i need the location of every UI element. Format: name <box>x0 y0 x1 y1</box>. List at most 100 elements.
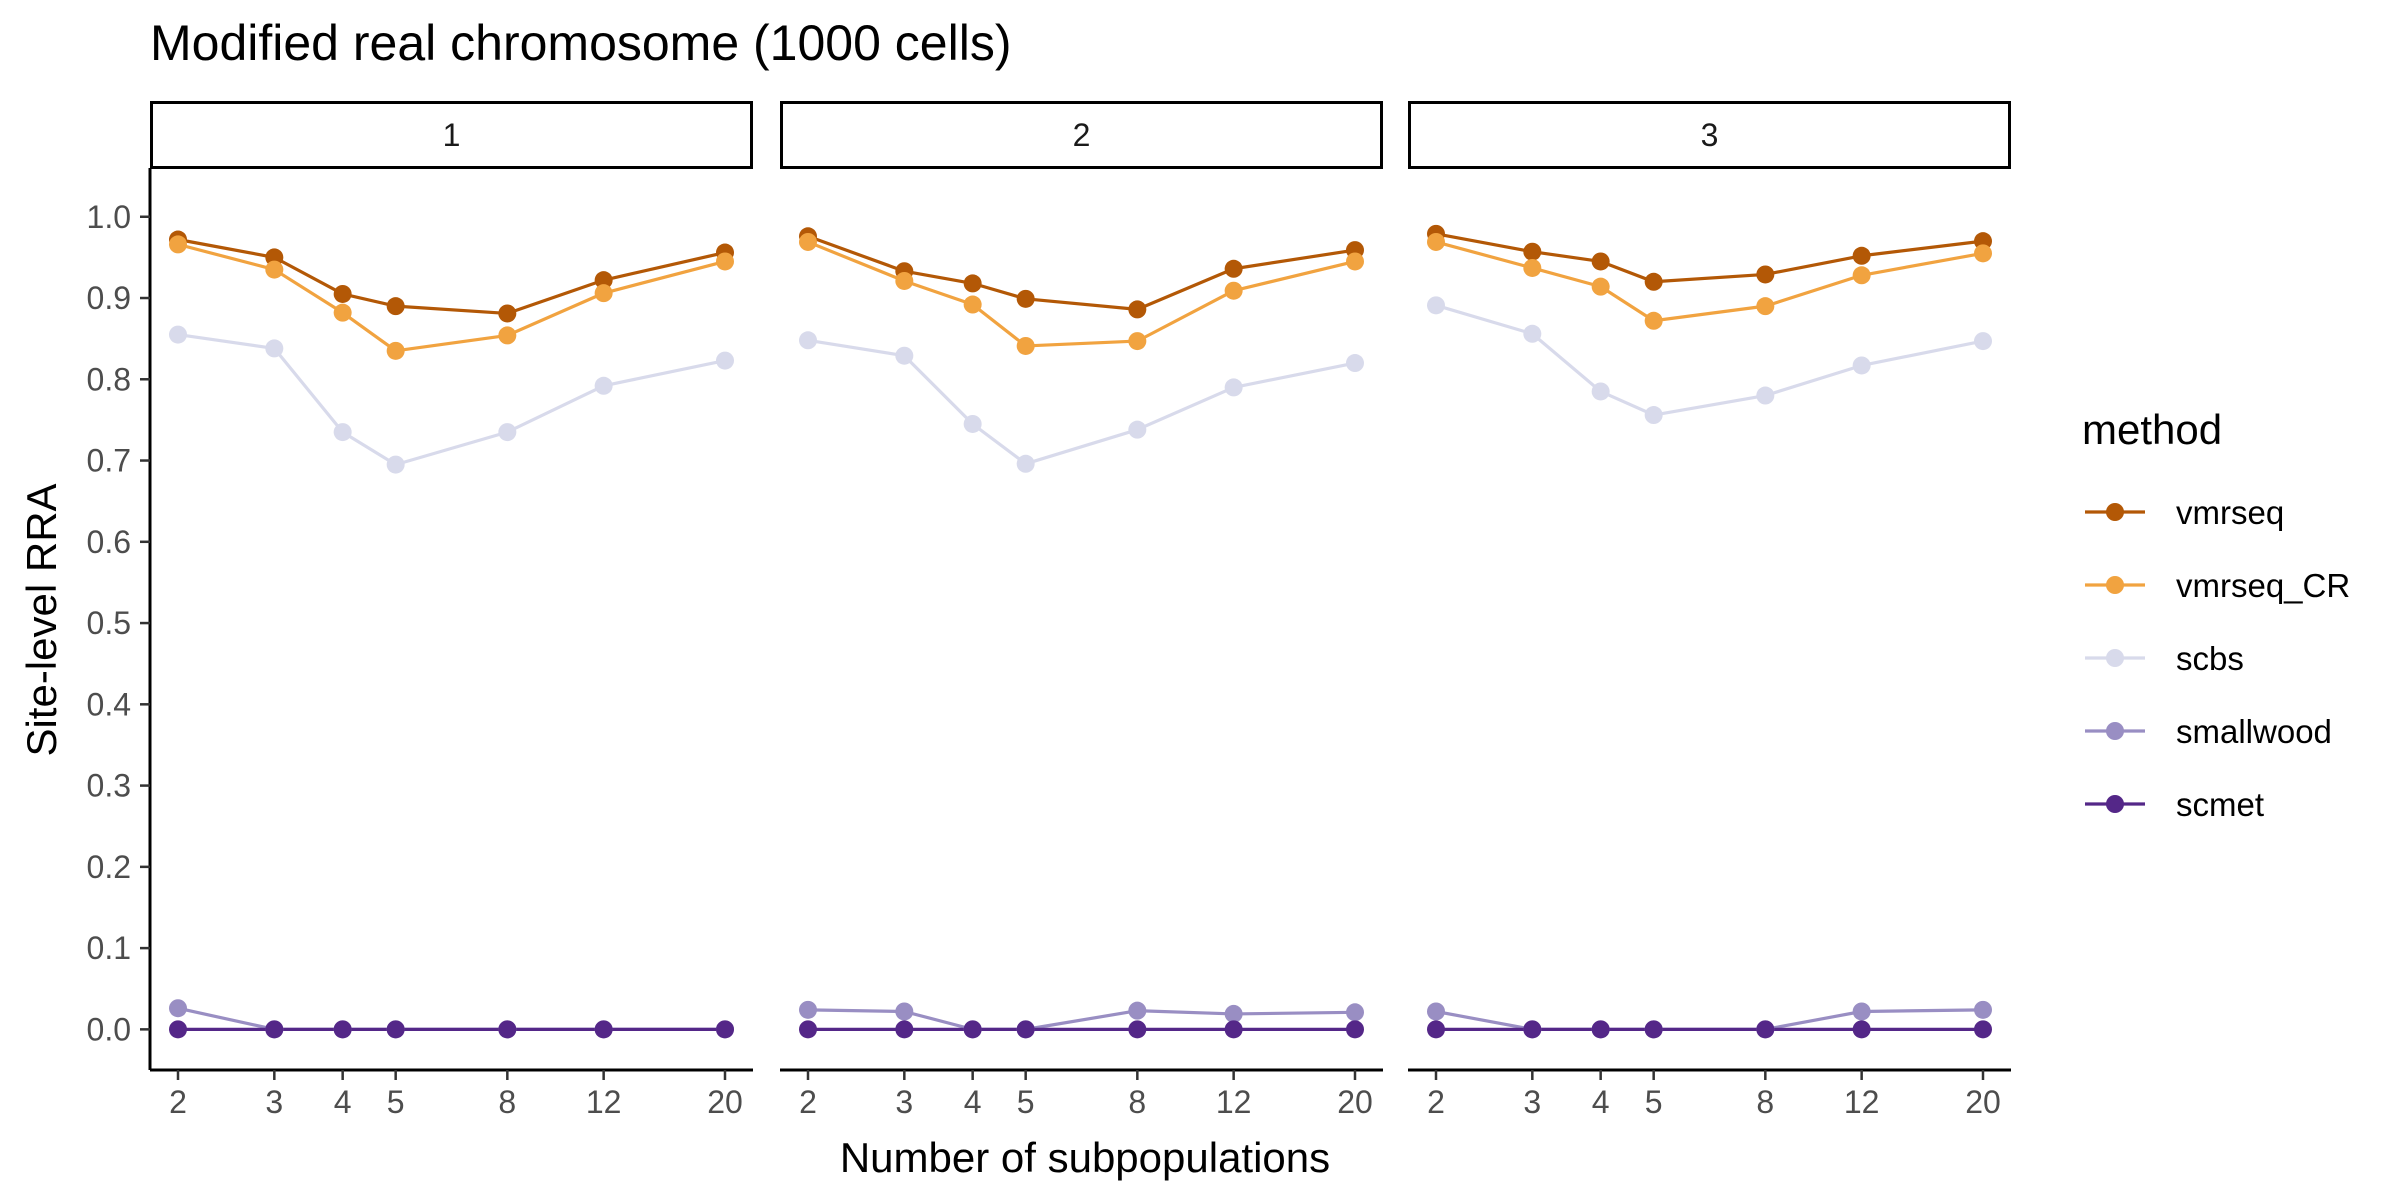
facet-strip <box>150 101 753 169</box>
data-point-scbs <box>1016 454 1035 473</box>
data-point-smallwood <box>1974 1000 1992 1019</box>
series-line-smallwood <box>177 1006 725 1031</box>
y-tick-label: 0.3 <box>87 768 131 804</box>
data-point-vmrseq <box>333 284 352 303</box>
data-point-vmrseq <box>1224 259 1243 278</box>
y-tick-label: 0.7 <box>87 443 131 479</box>
y-axis-title: Site-level RRA <box>18 483 65 756</box>
y-tick-label: 0.9 <box>87 280 131 316</box>
series-line-vmrseq_CR <box>1435 240 1984 323</box>
data-point-scmet <box>1346 1020 1364 1039</box>
data-point-scbs <box>386 455 405 474</box>
facet-panel-3: 3 2 3 4 5 8 12 20 <box>1408 101 2011 1120</box>
series-line-scbs <box>1435 303 1984 417</box>
y-tick-label: 0.6 <box>87 524 131 560</box>
data-point-smallwood <box>799 1000 817 1019</box>
series-line-vmrseq <box>807 234 1356 311</box>
x-tick-label: 4 <box>964 1084 982 1120</box>
data-point-vmrseq <box>963 274 982 293</box>
data-point-vmrseq_CR <box>895 271 914 290</box>
legend-label: scbs <box>2176 640 2244 677</box>
legend-label: vmrseq <box>2176 494 2284 531</box>
x-tick-label: 3 <box>895 1084 913 1120</box>
x-tick-label: 3 <box>1523 1084 1541 1120</box>
data-point-vmrseq_CR <box>1427 232 1445 251</box>
data-point-vmrseq_CR <box>716 252 734 271</box>
data-point-scbs <box>1644 406 1663 425</box>
data-point-scbs <box>333 423 352 442</box>
data-point-scmet <box>1756 1020 1775 1039</box>
data-point-scbs <box>1974 332 1992 351</box>
data-point-vmrseq <box>1523 242 1542 261</box>
series-line-scbs <box>807 338 1356 466</box>
x-tick-label: 5 <box>1017 1084 1035 1120</box>
data-point-vmrseq_CR <box>498 326 517 345</box>
data-point-vmrseq <box>1852 246 1871 265</box>
data-point-vmrseq_CR <box>265 260 284 279</box>
facet-strip <box>1408 101 2011 169</box>
legend-item-vmrseq: vmrseq <box>2085 494 2284 531</box>
data-point-scbs <box>1427 296 1445 315</box>
data-point-vmrseq <box>1128 300 1147 319</box>
x-tick-label: 8 <box>1128 1084 1146 1120</box>
y-tick-label: 0.4 <box>87 686 131 722</box>
data-point-scmet <box>1523 1020 1542 1039</box>
data-point-scbs <box>1852 356 1871 375</box>
legend-key-point <box>2106 722 2124 740</box>
x-tick-label: 2 <box>1427 1084 1445 1120</box>
series-line-vmrseq <box>177 237 726 316</box>
data-point-smallwood <box>1346 1003 1364 1022</box>
legend-item-scmet: scmet <box>2085 786 2264 823</box>
data-point-scmet <box>498 1020 517 1039</box>
legend-key-point <box>2106 649 2124 667</box>
facet-panel-1: 12 3 4 5 8 12 20 <box>150 101 753 1120</box>
data-point-vmrseq_CR <box>963 295 982 314</box>
x-tick-label: 12 <box>1844 1084 1880 1120</box>
data-point-scbs <box>169 325 187 344</box>
data-point-scmet <box>1427 1020 1445 1039</box>
data-point-vmrseq_CR <box>169 235 187 254</box>
x-tick-label: 8 <box>1756 1084 1774 1120</box>
data-point-scmet <box>333 1020 352 1039</box>
data-point-vmrseq_CR <box>1346 252 1364 271</box>
y-axis: 0.0 0.1 0.2 0.3 0.4 0.5 0.6 0.7 0.8 0.9 1.0 <box>87 168 152 1070</box>
data-point-scmet <box>1128 1020 1147 1039</box>
data-point-scmet <box>1016 1020 1035 1039</box>
data-point-vmrseq <box>386 297 405 316</box>
data-point-vmrseq_CR <box>1974 244 1992 263</box>
data-point-vmrseq_CR <box>333 303 352 322</box>
y-tick-label: 0.2 <box>87 849 131 885</box>
data-point-smallwood <box>1852 1002 1871 1021</box>
data-point-scbs <box>1756 386 1775 405</box>
x-tick-label: 20 <box>1965 1084 2001 1120</box>
data-point-vmrseq_CR <box>1128 332 1147 351</box>
legend-title: method <box>2082 406 2222 453</box>
data-point-scbs <box>1591 382 1610 401</box>
x-tick-label: 4 <box>334 1084 352 1120</box>
data-point-vmrseq_CR <box>1852 266 1871 285</box>
series-line-smallwood <box>1435 1008 1984 1031</box>
x-tick-label: 12 <box>586 1084 622 1120</box>
y-tick-label: 0.5 <box>87 605 131 641</box>
y-tick-label: 0.1 <box>87 930 131 966</box>
y-tick-label: 1.0 <box>87 199 131 235</box>
data-point-vmrseq_CR <box>1523 258 1542 277</box>
data-point-vmrseq_CR <box>1756 297 1775 316</box>
data-point-scmet <box>1644 1020 1663 1039</box>
series-line-vmrseq <box>1435 232 1984 284</box>
x-tick-label: 5 <box>387 1084 405 1120</box>
data-point-vmrseq_CR <box>1644 311 1663 330</box>
data-point-scmet <box>386 1020 405 1039</box>
legend-label: scmet <box>2176 786 2264 823</box>
data-point-vmrseq_CR <box>1591 277 1610 296</box>
x-tick-label: 20 <box>707 1084 743 1120</box>
x-tick-label: 4 <box>1592 1084 1610 1120</box>
data-point-scbs <box>265 339 284 358</box>
facet-strip-label: 3 <box>1701 117 1719 153</box>
data-point-smallwood <box>169 999 187 1018</box>
legend-label: smallwood <box>2176 713 2332 750</box>
data-point-scmet <box>963 1020 982 1039</box>
